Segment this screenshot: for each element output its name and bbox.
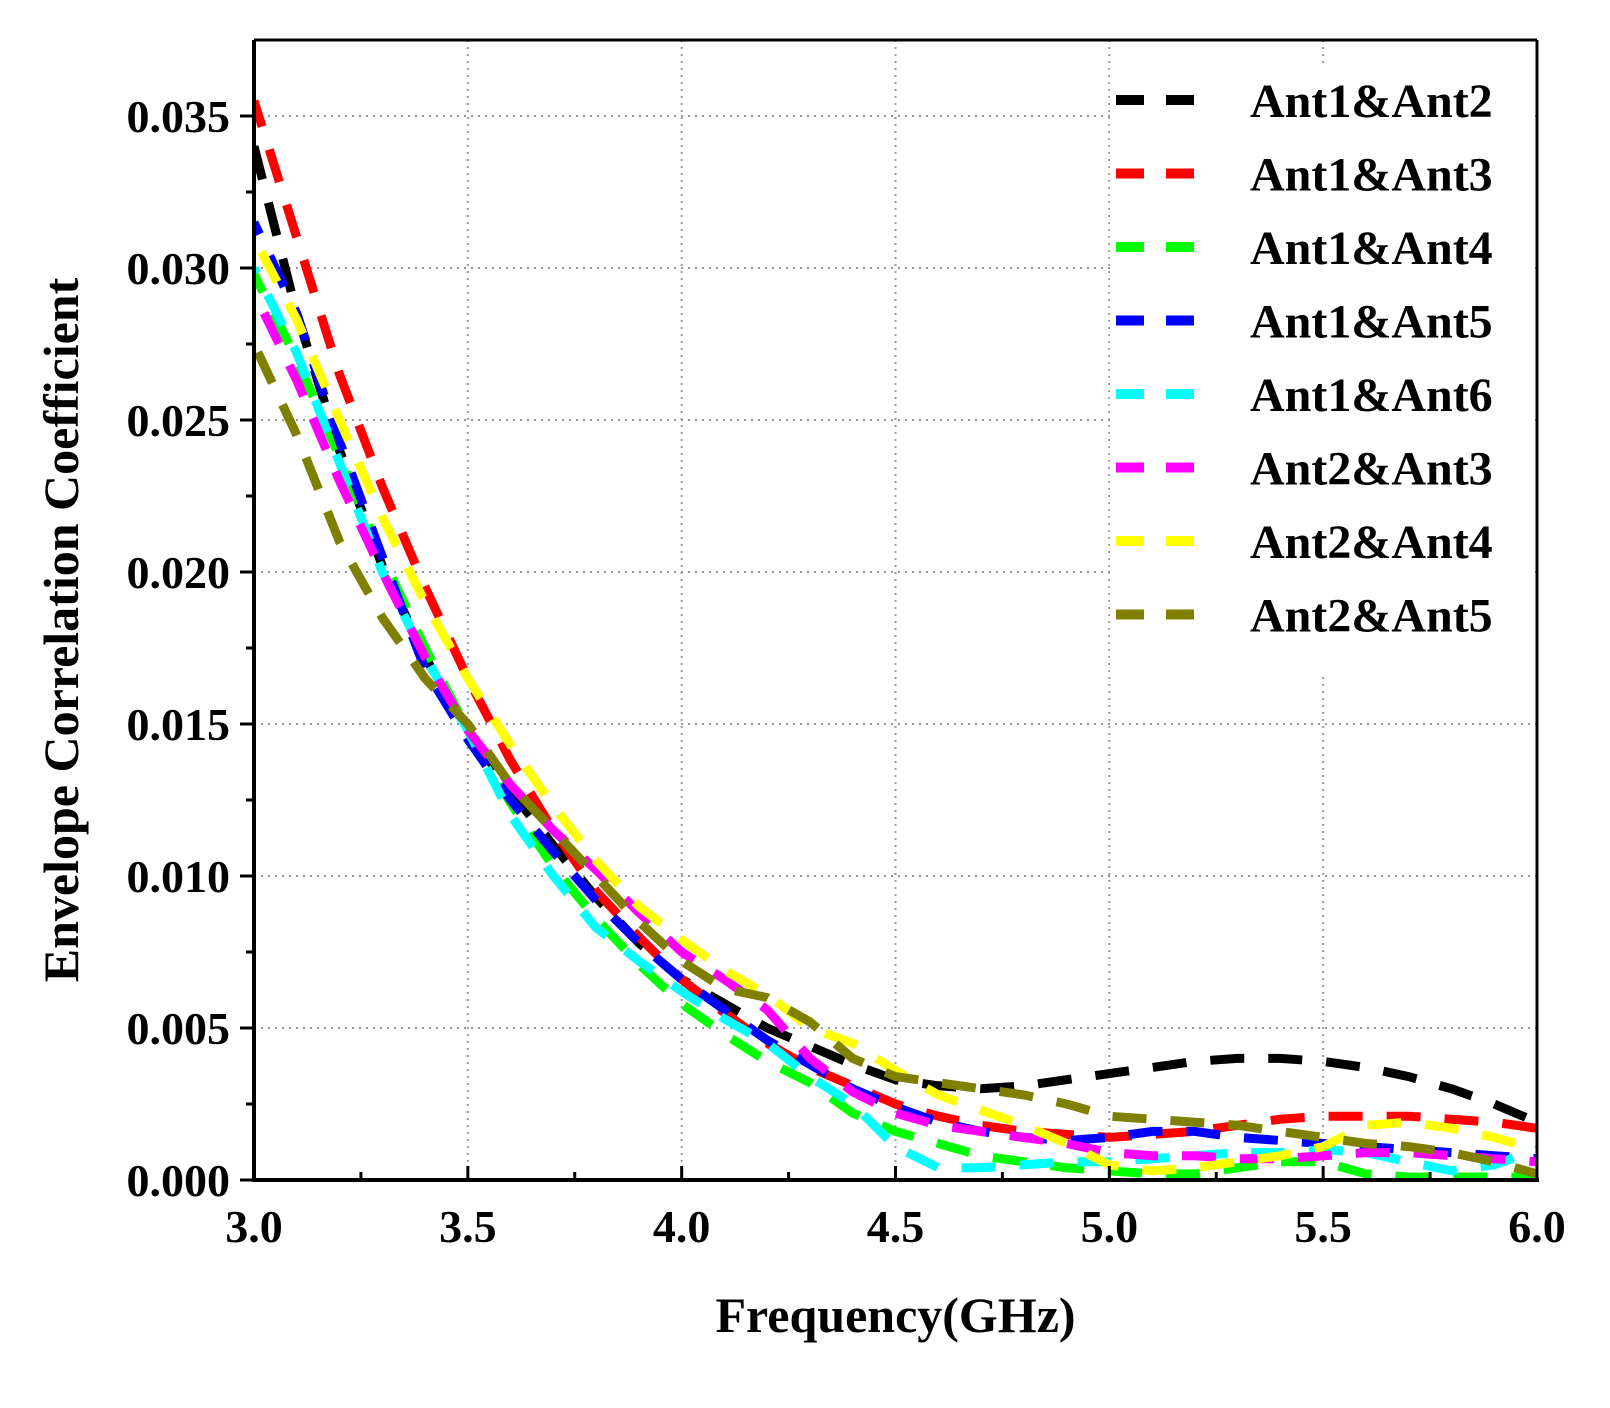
legend: Ant1&Ant2 Ant1&Ant3 Ant1&Ant4 Ant1&Ant5 Ant1… — [1116, 75, 1493, 643]
y-tick-label-0: 0.000 — [127, 1155, 231, 1206]
series-line-8 — [254, 342, 1537, 1179]
legend-label-3: Ant1&Ant4 — [1250, 222, 1493, 275]
x-tick-label-2: 4.0 — [653, 1201, 711, 1252]
legend-label-8: Ant2&Ant5 — [1250, 590, 1493, 643]
series-line-2 — [254, 99, 1537, 1142]
legend-label-7: Ant2&Ant4 — [1250, 516, 1493, 569]
x-tick-label-4: 5.0 — [1081, 1201, 1139, 1252]
y-tick-label-7: 0.035 — [127, 91, 231, 142]
x-tick-label-6: 6.0 — [1508, 1201, 1566, 1252]
legend-label-2: Ant1&Ant3 — [1250, 149, 1493, 202]
y-tick-label-6: 0.030 — [127, 243, 231, 294]
series-line-7 — [254, 235, 1537, 1176]
y-tick-label-2: 0.010 — [127, 851, 231, 902]
y-tick-label-1: 0.005 — [127, 1003, 231, 1054]
legend-label-4: Ant1&Ant5 — [1250, 296, 1493, 349]
legend-label-5: Ant1&Ant6 — [1250, 369, 1493, 422]
y-tick-label-5: 0.025 — [127, 395, 231, 446]
series-line-3 — [254, 272, 1537, 1180]
x-tick-label-0: 3.0 — [225, 1201, 283, 1252]
legend-label-6: Ant2&Ant3 — [1250, 443, 1493, 496]
x-tick-label-1: 3.5 — [439, 1201, 497, 1252]
series-layer — [254, 99, 1537, 1180]
ticks: 3.0 3.5 4.0 4.5 5.0 5.5 6.0 0.000 0.005 0.010 0.01… — [127, 91, 1566, 1252]
legend-label-1: Ant1&Ant2 — [1250, 75, 1493, 128]
x-axis-title: Frequency(GHz) — [715, 1287, 1075, 1343]
y-tick-label-4: 0.020 — [127, 547, 231, 598]
x-tick-label-5: 5.5 — [1294, 1201, 1352, 1252]
y-tick-label-3: 0.015 — [127, 699, 231, 750]
y-axis-title: Envelope Correlation Coefficient — [33, 277, 89, 982]
x-tick-label-3: 4.5 — [867, 1201, 925, 1252]
